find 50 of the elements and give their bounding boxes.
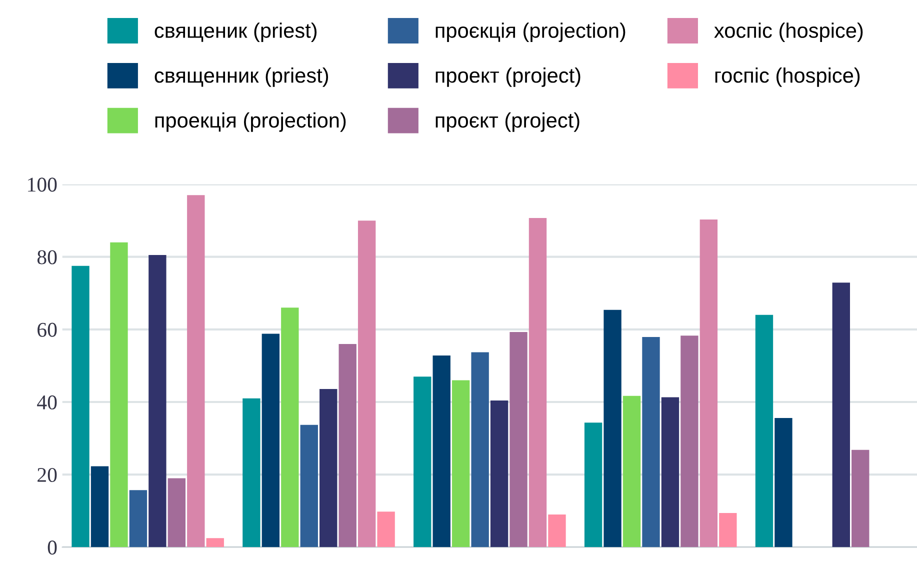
y-tick-label: 60 <box>38 322 57 337</box>
bar <box>262 334 280 548</box>
bar <box>774 418 792 548</box>
bar <box>206 538 224 548</box>
bar <box>452 380 470 548</box>
bar <box>90 466 109 548</box>
bar <box>281 308 299 548</box>
legend-label: священник (priest) <box>154 68 328 87</box>
bar <box>320 388 338 548</box>
y-tick-label: 0 <box>48 540 57 555</box>
bar <box>661 397 680 548</box>
legend-label: госпіс (hospice) <box>715 68 860 87</box>
bar <box>680 336 698 548</box>
bar <box>110 242 128 548</box>
y-tick-label: 80 <box>37 250 57 264</box>
legend-label: хоспіс (hospice) <box>714 22 863 42</box>
y-tick-label: 20 <box>38 468 57 482</box>
bar <box>471 352 489 548</box>
bar <box>358 220 376 548</box>
legend-label: проект (project) <box>436 68 580 87</box>
bar <box>72 266 90 548</box>
bar <box>338 344 356 548</box>
bar <box>242 398 260 548</box>
bar <box>642 337 660 548</box>
bar <box>548 514 566 548</box>
bar <box>852 450 870 548</box>
bar <box>432 356 450 548</box>
y-tick-label: 100 <box>28 178 57 192</box>
y-tick-label: 40 <box>37 395 57 410</box>
bar <box>510 332 528 548</box>
bar <box>490 400 508 548</box>
bar <box>414 376 432 548</box>
legend-label: проєкція (projection) <box>436 22 626 42</box>
bar <box>148 255 166 548</box>
bar <box>168 478 186 548</box>
bar <box>528 218 547 548</box>
bar <box>129 490 148 548</box>
bar <box>622 396 641 548</box>
bar <box>832 282 850 548</box>
legend-label: священик (priest) <box>154 22 317 42</box>
bar <box>700 219 718 548</box>
legend-label: проєкт (project) <box>436 112 580 132</box>
bar <box>719 513 737 548</box>
bar <box>604 310 622 548</box>
bar <box>300 424 318 548</box>
bar <box>755 314 774 548</box>
bar <box>377 512 395 548</box>
legend-label: проекція (projection) <box>155 112 346 132</box>
bar <box>584 422 602 548</box>
bar <box>187 195 205 548</box>
